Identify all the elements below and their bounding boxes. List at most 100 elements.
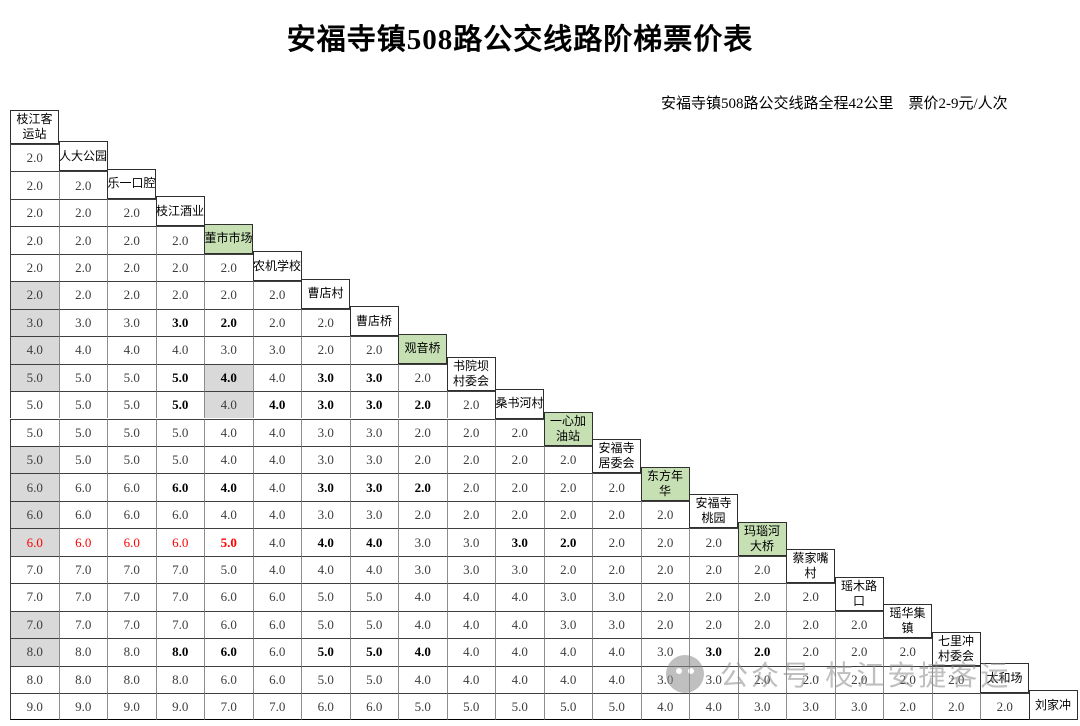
fare-cell: 4.0 (446, 583, 495, 611)
fare-cell: 3.0 (689, 665, 738, 693)
fare-cell: 2.0 (446, 473, 495, 501)
fare-cell: 3.0 (155, 308, 204, 337)
fare-cell: 6.0 (58, 473, 107, 501)
fare-cell: 2.0 (786, 583, 835, 611)
fare-cell: 4.0 (252, 391, 301, 419)
fare-cell: 2.0 (640, 610, 689, 639)
fare-cell: 7.0 (155, 555, 204, 584)
fare-cell: 3.0 (640, 665, 689, 693)
fare-cell: 5.0 (301, 583, 350, 611)
station-cell: 安福寺 居委会 (592, 439, 641, 474)
fare-cell: 2.0 (301, 308, 350, 337)
fare-cell: 3.0 (446, 555, 495, 584)
fare-cell: 2.0 (689, 610, 738, 639)
fare-cell: 2.0 (883, 665, 932, 693)
fare-cell: 5.0 (592, 693, 641, 721)
station-cell: 曹店桥 (349, 306, 399, 337)
fare-cell: 6.0 (10, 528, 59, 556)
fare-cell: 6.0 (204, 665, 253, 693)
fare-cell: 4.0 (495, 583, 544, 611)
fare-cell: 5.0 (10, 445, 59, 474)
station-cell: 太和场 (980, 663, 1029, 693)
fare-cell: 2.0 (10, 198, 59, 227)
fare-cell: 2.0 (58, 226, 107, 254)
station-cell: 一心加 油站 (543, 411, 593, 446)
fare-cell: 3.0 (446, 528, 495, 556)
fare-cell: 2.0 (543, 500, 592, 529)
fare-cell: 3.0 (301, 473, 350, 501)
fare-cell: 5.0 (204, 528, 253, 556)
fare-cell: 7.0 (252, 693, 301, 721)
fare-cell: 2.0 (883, 638, 932, 666)
fare-cell: 3.0 (495, 555, 544, 584)
fare-cell: 4.0 (204, 391, 253, 419)
station-cell: 蔡家嘴村 (786, 549, 835, 584)
fare-cell: 2.0 (495, 500, 544, 529)
fare-cell: 2.0 (834, 665, 883, 693)
fare-cell: 6.0 (107, 473, 156, 501)
fare-cell: 8.0 (155, 665, 204, 693)
fare-cell: 2.0 (398, 418, 447, 446)
fare-cell: 3.0 (252, 336, 301, 364)
fare-cell: 2.0 (495, 473, 544, 501)
fare-cell: 4.0 (204, 363, 253, 392)
fare-cell: 4.0 (252, 555, 301, 584)
fare-cell: 3.0 (592, 583, 641, 611)
fare-cell: 2.0 (786, 665, 835, 693)
fare-cell: 3.0 (349, 363, 398, 392)
fare-cell: 2.0 (834, 638, 883, 666)
fare-cell: 3.0 (349, 418, 398, 446)
fare-cell: 4.0 (592, 665, 641, 693)
fare-cell: 4.0 (349, 528, 398, 556)
fare-cell: 3.0 (786, 693, 835, 721)
fare-cell: 5.0 (155, 445, 204, 474)
fare-cell: 5.0 (398, 693, 447, 721)
fare-cell: 2.0 (398, 391, 447, 419)
fare-cell: 3.0 (349, 500, 398, 529)
fare-cell: 2.0 (446, 500, 495, 529)
fare-cell: 4.0 (301, 528, 350, 556)
fare-cell: 4.0 (398, 583, 447, 611)
fare-cell: 5.0 (58, 363, 107, 392)
fare-cell: 4.0 (398, 610, 447, 639)
fare-cell: 3.0 (301, 391, 350, 419)
fare-cell: 3.0 (398, 528, 447, 556)
fare-cell: 2.0 (204, 253, 253, 282)
fare-cell: 2.0 (58, 171, 107, 199)
station-cell: 七里冲 村委会 (931, 631, 981, 666)
fare-cell: 2.0 (107, 226, 156, 254)
fare-cell: 3.0 (543, 610, 592, 639)
fare-cell: 6.0 (155, 473, 204, 501)
fare-cell: 2.0 (640, 528, 689, 556)
fare-cell: 5.0 (349, 665, 398, 693)
fare-cell: 8.0 (155, 638, 204, 666)
subtitle-note: 安福寺镇508路公交线路全程42公里 票价2-9元/人次 (661, 96, 1008, 112)
fare-cell: 2.0 (737, 610, 786, 639)
fare-cell: 3.0 (301, 418, 350, 446)
fare-cell: 6.0 (10, 500, 59, 529)
fare-cell: 4.0 (252, 418, 301, 446)
fare-cell: 4.0 (252, 473, 301, 501)
fare-cell: 2.0 (398, 445, 447, 474)
fare-cell: 8.0 (58, 638, 107, 666)
fare-cell: 2.0 (58, 198, 107, 227)
fare-cell: 3.0 (737, 693, 786, 721)
station-cell: 曹店村 (301, 278, 350, 309)
fare-cell: 2.0 (107, 281, 156, 309)
fare-cell: 5.0 (349, 583, 398, 611)
fare-cell: 7.0 (107, 610, 156, 639)
fare-cell: 3.0 (398, 555, 447, 584)
fare-cell: 7.0 (155, 610, 204, 639)
fare-cell: 3.0 (495, 528, 544, 556)
fare-cell: 6.0 (204, 610, 253, 639)
fare-cell: 2.0 (592, 528, 641, 556)
fare-cell: 3.0 (10, 308, 59, 337)
fare-cell: 3.0 (349, 473, 398, 501)
fare-cell: 2.0 (592, 473, 641, 501)
fare-cell: 4.0 (204, 473, 253, 501)
fare-cell: 2.0 (834, 610, 883, 639)
station-cell: 观音桥 (398, 333, 447, 364)
fare-cell: 7.0 (10, 583, 59, 611)
fare-cell: 3.0 (543, 583, 592, 611)
